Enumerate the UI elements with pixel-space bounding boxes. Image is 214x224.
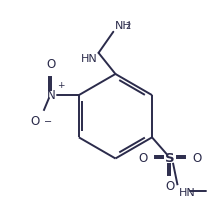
Text: HN: HN	[178, 188, 195, 198]
Text: O: O	[30, 114, 39, 127]
Text: NH: NH	[114, 21, 131, 31]
Text: +: +	[57, 81, 64, 90]
Text: O: O	[165, 180, 175, 193]
Text: S: S	[165, 152, 175, 165]
Text: N: N	[47, 89, 56, 102]
Text: O: O	[47, 58, 56, 71]
Text: HN: HN	[81, 54, 98, 64]
Text: O: O	[192, 152, 201, 165]
Text: 2: 2	[125, 22, 130, 31]
Text: −: −	[44, 117, 52, 127]
Text: O: O	[138, 152, 148, 165]
